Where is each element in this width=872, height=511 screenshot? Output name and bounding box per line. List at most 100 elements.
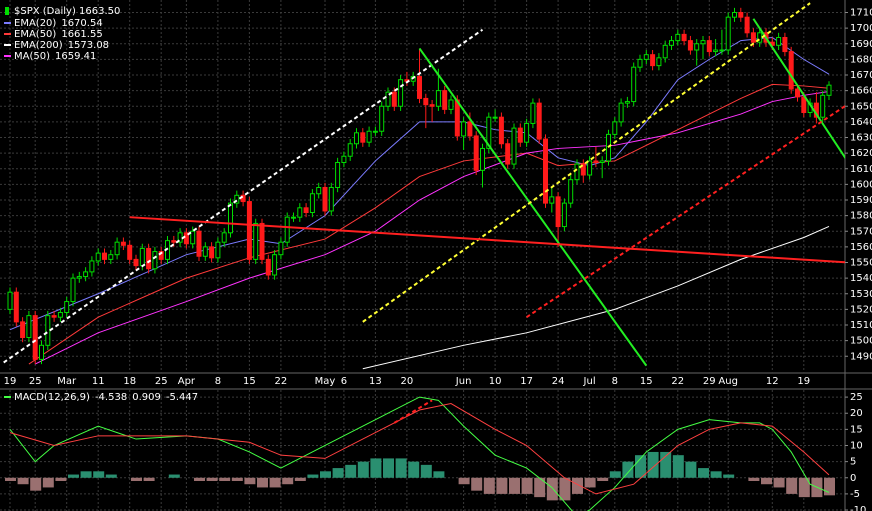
candle-body bbox=[574, 163, 580, 181]
y-tick-label: 1710 bbox=[850, 8, 872, 19]
candle-body bbox=[486, 116, 492, 149]
candle-body bbox=[448, 99, 454, 110]
y-tick-label: 1660 bbox=[850, 86, 872, 97]
histogram-bar bbox=[357, 461, 369, 478]
x-tick-label: 12 bbox=[766, 376, 779, 387]
candle-body bbox=[64, 301, 70, 313]
candle-body bbox=[618, 102, 624, 123]
trend-line bbox=[393, 399, 433, 424]
candle-body bbox=[480, 147, 485, 171]
candle-body bbox=[473, 135, 479, 171]
y-tick-label: 1580 bbox=[850, 211, 872, 222]
candle-body bbox=[561, 202, 567, 228]
indicator-line bbox=[362, 225, 830, 370]
candle-body bbox=[347, 143, 353, 157]
candle-body bbox=[429, 104, 435, 107]
y-tick-label: 1560 bbox=[850, 242, 872, 253]
histogram-bar bbox=[723, 474, 735, 478]
histogram-bar bbox=[282, 477, 294, 485]
candle-body bbox=[580, 163, 586, 176]
indicator-line bbox=[9, 403, 830, 495]
candle-body bbox=[379, 105, 385, 132]
y-tick-label: 1690 bbox=[850, 39, 872, 50]
candle-body bbox=[45, 315, 51, 346]
histogram-bar bbox=[433, 471, 445, 478]
histogram-bar bbox=[761, 477, 772, 485]
histogram-bar bbox=[584, 477, 596, 488]
candle-body bbox=[95, 252, 101, 262]
candle-body bbox=[265, 258, 271, 276]
candle-body bbox=[272, 254, 278, 276]
candle-body bbox=[209, 246, 215, 259]
candle-body bbox=[643, 54, 649, 60]
candle-body bbox=[39, 344, 44, 360]
histogram-bar bbox=[609, 471, 621, 478]
macd-pane bbox=[0, 390, 845, 511]
candle-body bbox=[612, 121, 618, 135]
x-tick-label: 13 bbox=[369, 376, 382, 387]
candle-body bbox=[57, 312, 63, 318]
candle-body bbox=[70, 277, 76, 303]
candle-body bbox=[750, 32, 756, 43]
candle-body bbox=[706, 40, 712, 53]
histogram-bar bbox=[68, 474, 79, 478]
x-tick-label: 24 bbox=[552, 376, 565, 387]
candle-body bbox=[549, 196, 555, 204]
candle-body bbox=[385, 91, 391, 107]
histogram-bar bbox=[798, 477, 810, 498]
chart-title: $SPX (Daily) 1663.50 bbox=[14, 6, 120, 17]
y-tick-label: 1610 bbox=[850, 164, 872, 175]
candle-body bbox=[719, 49, 725, 52]
legend-text: MACD(12,26,9) bbox=[14, 392, 90, 403]
candle-body bbox=[259, 222, 265, 260]
x-tick-label: 22 bbox=[671, 376, 684, 387]
histogram-bar bbox=[559, 477, 571, 501]
x-tick-label: 15 bbox=[640, 376, 653, 387]
candle-body bbox=[146, 247, 152, 270]
y-tick-label: 25 bbox=[850, 392, 863, 403]
candle-body bbox=[316, 187, 322, 195]
trend-line bbox=[526, 104, 845, 319]
candle-body bbox=[744, 16, 750, 34]
candle-body bbox=[826, 84, 832, 96]
x-tick-label: 15 bbox=[243, 376, 256, 387]
candle-body bbox=[511, 127, 517, 165]
y-tick-label: 1590 bbox=[850, 195, 872, 206]
histogram-bar bbox=[710, 471, 722, 478]
histogram-bar bbox=[496, 477, 508, 494]
trend-line bbox=[129, 216, 845, 264]
y-tick-label: 1490 bbox=[850, 351, 872, 362]
candle-body bbox=[498, 116, 504, 145]
y-tick-label: 5 bbox=[850, 457, 856, 468]
candle-body bbox=[461, 121, 467, 137]
candle-body bbox=[725, 16, 731, 51]
histogram-bar bbox=[244, 477, 256, 485]
histogram-bar bbox=[546, 477, 558, 501]
y-tick-label: 1540 bbox=[850, 273, 872, 284]
histogram-bar bbox=[30, 477, 42, 491]
candle-body bbox=[442, 90, 448, 110]
x-tick-label: 29 bbox=[703, 376, 716, 387]
candle-body bbox=[360, 132, 366, 143]
candle-body bbox=[435, 90, 441, 107]
legend-text: -5.447 bbox=[166, 392, 198, 403]
x-tick-label: Jun bbox=[455, 376, 472, 387]
y-tick-label: 1530 bbox=[850, 289, 872, 300]
legend-text: -4.538 bbox=[95, 392, 127, 403]
y-tick-label: 0 bbox=[850, 473, 856, 484]
candle-body bbox=[669, 40, 674, 46]
candle-body bbox=[139, 247, 145, 267]
candle-body bbox=[776, 37, 782, 46]
histogram-bar bbox=[572, 477, 583, 494]
candle-body bbox=[656, 57, 662, 67]
histogram-bar bbox=[143, 477, 155, 481]
histogram-bar bbox=[42, 477, 54, 488]
candle-body bbox=[152, 251, 158, 270]
candle-body bbox=[681, 33, 687, 42]
y-tick-label: 1680 bbox=[850, 54, 872, 65]
y-tick-label: 1570 bbox=[850, 226, 872, 237]
histogram-bar bbox=[219, 477, 231, 481]
y-tick-label: 1630 bbox=[850, 133, 872, 144]
candle-body bbox=[322, 187, 328, 212]
